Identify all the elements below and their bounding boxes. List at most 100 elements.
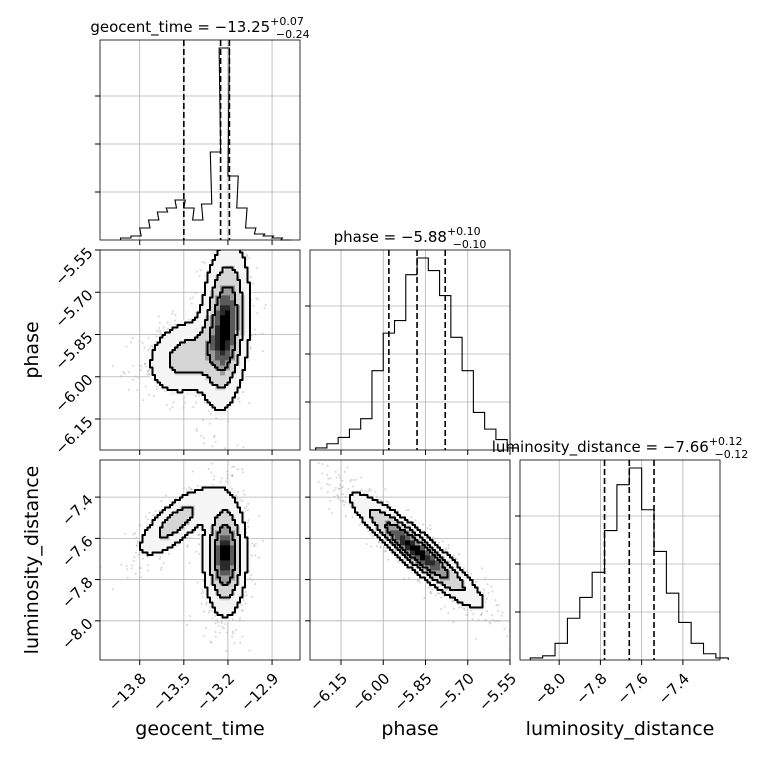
density-cell: [195, 495, 201, 501]
density-cell: [380, 525, 386, 531]
density-cell: [230, 255, 236, 261]
density-cell: [220, 335, 226, 341]
density-cell: [185, 350, 191, 356]
scatter-point: [428, 586, 431, 589]
density-cell: [360, 495, 366, 501]
density-cell: [220, 570, 226, 576]
density-cell: [175, 500, 181, 506]
density-cell: [380, 535, 386, 541]
scatter-point: [240, 499, 243, 502]
scatter-point: [240, 235, 242, 237]
density-cell: [220, 500, 226, 506]
scatter-point: [438, 592, 441, 595]
scatter-point: [261, 332, 264, 335]
density-cell: [230, 340, 236, 346]
scatter-point: [245, 255, 248, 258]
scatter-point: [222, 214, 224, 216]
density-cell: [450, 585, 456, 591]
density-cell: [215, 370, 221, 376]
scatter-point: [200, 592, 203, 595]
scatter-point: [156, 387, 159, 390]
scatter-point: [152, 346, 155, 349]
density-cell: [235, 350, 241, 356]
scatter-point: [490, 614, 493, 617]
density-cell: [365, 510, 371, 516]
density-cell: [180, 510, 186, 516]
density-cell: [205, 490, 211, 496]
density-cell: [220, 505, 226, 511]
scatter-point: [214, 622, 217, 625]
scatter-point: [261, 539, 264, 542]
scatter-point: [436, 592, 439, 595]
scatter-point: [148, 347, 151, 350]
scatter-point: [128, 371, 131, 374]
scatter-point: [147, 349, 150, 352]
density-cell: [165, 525, 171, 531]
density-cell: [215, 410, 221, 416]
density-cell: [230, 260, 236, 266]
density-cell: [165, 520, 171, 526]
scatter-point: [131, 337, 134, 340]
scatter-point: [147, 371, 150, 374]
density-cell: [230, 390, 236, 396]
scatter-point: [243, 209, 245, 211]
scatter-point: [203, 401, 206, 404]
scatter-point: [343, 470, 346, 473]
scatter-point: [482, 588, 485, 591]
density-cell: [245, 325, 251, 331]
density-cell: [165, 355, 171, 361]
scatter-point: [253, 544, 256, 547]
density-cell: [215, 315, 221, 321]
scatter-point: [205, 626, 208, 629]
scatter-point: [380, 499, 383, 502]
density-cell: [235, 260, 241, 266]
density-cell: [230, 500, 236, 506]
scatter-point: [149, 345, 152, 348]
scatter-point: [236, 497, 239, 500]
density-cell: [235, 520, 241, 526]
scatter-point: [213, 434, 216, 437]
scatter-point: [470, 573, 473, 576]
density-cell: [220, 535, 226, 541]
density-cell: [205, 570, 211, 576]
density-cell: [215, 600, 221, 606]
density-cell: [455, 590, 461, 596]
density-cell: [230, 300, 236, 306]
density-cell: [170, 390, 176, 396]
density-cell: [210, 385, 216, 391]
density-cell: [420, 545, 426, 551]
scatter-point: [405, 509, 408, 512]
contour-line: [384, 521, 449, 579]
density-cell: [215, 325, 221, 331]
density-cell: [175, 365, 181, 371]
scatter-point: [297, 466, 299, 468]
title-sub: −0.10: [453, 238, 487, 251]
scatter-point: [165, 494, 168, 497]
scatter-point: [221, 625, 224, 628]
density-cell: [215, 490, 221, 496]
scatter-point: [384, 550, 387, 553]
scatter-point: [155, 335, 158, 338]
y-axis-label: phase: [21, 321, 43, 378]
density-cell: [225, 555, 231, 561]
density-cell: [390, 520, 396, 526]
density-cell: [185, 495, 191, 501]
scatter-point: [142, 399, 145, 402]
density-cell: [365, 500, 371, 506]
density-cell: [355, 505, 361, 511]
density-cell: [230, 585, 236, 591]
density-cell: [190, 340, 196, 346]
density-cell: [450, 560, 456, 566]
scatter-point: [217, 247, 219, 249]
scatter-point: [210, 462, 213, 465]
density-cell: [180, 350, 186, 356]
scatter-point: [434, 594, 437, 597]
density-cell: [215, 335, 221, 341]
density-cell: [160, 545, 166, 551]
title-main: phase = −5.88: [334, 228, 447, 246]
scatter-point: [186, 544, 189, 547]
panel-frame-phase-luminosity_distance: [309, 459, 511, 661]
scatter-point: [166, 321, 169, 324]
density-cell: [175, 375, 181, 381]
density-shading: [350, 490, 486, 611]
